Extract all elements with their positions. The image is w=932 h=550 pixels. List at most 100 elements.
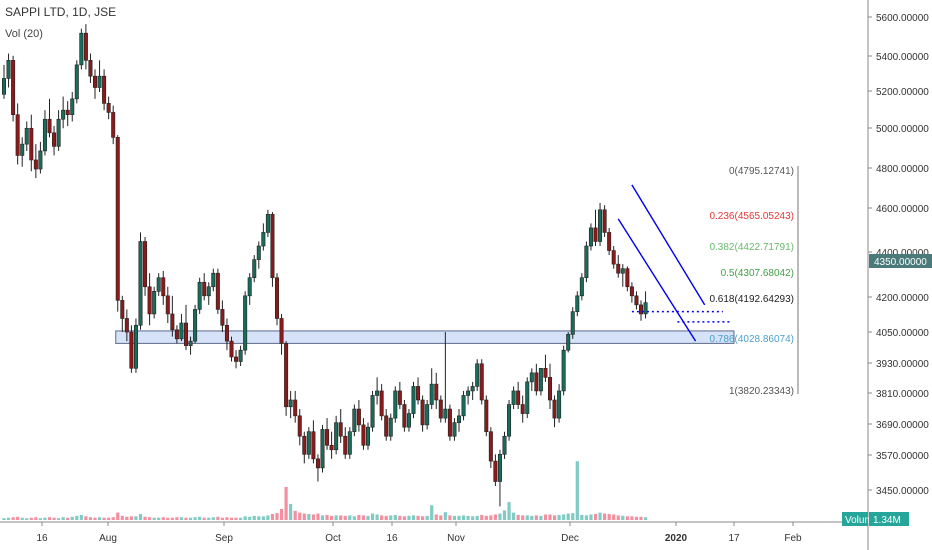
candle-body	[479, 363, 484, 401]
candle-body	[302, 435, 307, 455]
candle-body	[47, 118, 52, 134]
candle-body	[629, 286, 634, 297]
volume-bar	[507, 502, 511, 520]
candle-body	[179, 322, 184, 340]
volume-bar	[480, 514, 484, 520]
candle-body	[520, 404, 525, 414]
price-tick-label: 4600.00000	[876, 204, 929, 215]
volume-bar	[348, 515, 352, 520]
volume-bar	[198, 516, 202, 520]
volume-bar	[120, 515, 124, 520]
volume-bar	[598, 512, 602, 520]
volume-bar	[16, 516, 20, 520]
candle-body	[456, 415, 461, 423]
volume-bar	[75, 515, 79, 520]
candle-body	[106, 103, 111, 113]
candle-body	[493, 460, 498, 482]
volume-bar	[443, 512, 447, 520]
candle-body	[161, 277, 166, 297]
candle-body	[343, 435, 348, 455]
volume-bar	[466, 515, 470, 520]
volume-bar	[603, 513, 607, 520]
volume-bar	[498, 513, 502, 520]
time-tick-label: Oct	[325, 533, 341, 544]
volume-bar	[425, 515, 429, 520]
volume-bar	[411, 515, 416, 520]
chart-title: SAPPI LTD, 1D, JSE	[5, 5, 117, 19]
volume-bar	[325, 514, 329, 520]
volume-bar	[557, 514, 561, 520]
candle-body	[265, 214, 270, 233]
volume-bar	[539, 515, 543, 520]
candle-body	[306, 431, 311, 455]
candle-body	[42, 118, 47, 152]
candle-body	[1, 78, 7, 95]
volume-value-badge	[869, 512, 909, 526]
candle-body	[202, 281, 207, 297]
candle-body	[475, 363, 480, 387]
candle-body	[588, 227, 593, 247]
volume-bar	[38, 518, 42, 520]
volume-bar	[93, 517, 97, 520]
price-tick-label: 4200.00000	[876, 293, 929, 304]
candle-body	[511, 390, 516, 405]
time-tick-label: Feb	[784, 533, 802, 544]
volume-bar	[339, 515, 343, 520]
candle-body	[329, 444, 334, 451]
volume-bar	[84, 516, 88, 520]
candle-body	[620, 268, 625, 274]
volume-bar	[284, 486, 288, 520]
volume-bar	[593, 514, 598, 520]
volume-bar	[475, 515, 479, 520]
volume-bar	[525, 515, 529, 520]
volume-bar	[43, 517, 47, 520]
candle-body	[115, 137, 120, 301]
candle-body	[406, 413, 411, 428]
volume-bar	[184, 517, 188, 520]
volume-bar	[211, 517, 215, 520]
volume-bar	[179, 517, 184, 520]
volume-bar	[566, 513, 570, 520]
candle-body	[165, 295, 170, 315]
volume-bar	[352, 516, 356, 520]
volume-bar	[248, 516, 252, 520]
channel-lower-line[interactable]	[617, 218, 697, 342]
volume-bar	[79, 514, 83, 520]
volume-bar	[166, 517, 170, 520]
candle-body	[488, 431, 493, 462]
volume-bar	[584, 515, 588, 520]
price-tick-label: 4050.00000	[876, 328, 929, 339]
candle-body	[516, 390, 521, 405]
volume-bar	[188, 517, 193, 520]
candle-body	[598, 209, 603, 242]
volume-bar	[311, 514, 315, 520]
candle-body	[607, 232, 612, 251]
volume-bar	[543, 514, 548, 520]
volume-bar	[270, 514, 275, 520]
volume-bar	[289, 503, 293, 520]
candle-body	[534, 372, 539, 392]
candle-body	[215, 272, 220, 310]
support-zone-rect[interactable]	[115, 330, 735, 344]
volume-bar	[207, 517, 211, 520]
volume-bar	[639, 516, 643, 520]
candle-body	[29, 127, 34, 161]
volume-bar	[307, 514, 311, 520]
fib-level-label: 0.618(4192.64293)	[709, 294, 794, 305]
volume-bar	[125, 516, 129, 520]
fib-level-label: 0.786(4028.86074)	[709, 334, 794, 345]
candle-body	[388, 417, 393, 437]
volume-bar	[370, 513, 375, 520]
candle-body	[61, 109, 66, 120]
volume-bar	[389, 515, 393, 520]
candle-body	[243, 295, 248, 351]
volume-bar	[607, 514, 611, 520]
candle-body	[261, 232, 266, 247]
candle-body	[452, 422, 457, 437]
candle-body	[133, 324, 138, 369]
channel-upper-line[interactable]	[631, 184, 706, 306]
volume-bar	[243, 516, 247, 520]
volume-bar	[361, 515, 366, 520]
volume-bar	[279, 508, 284, 520]
